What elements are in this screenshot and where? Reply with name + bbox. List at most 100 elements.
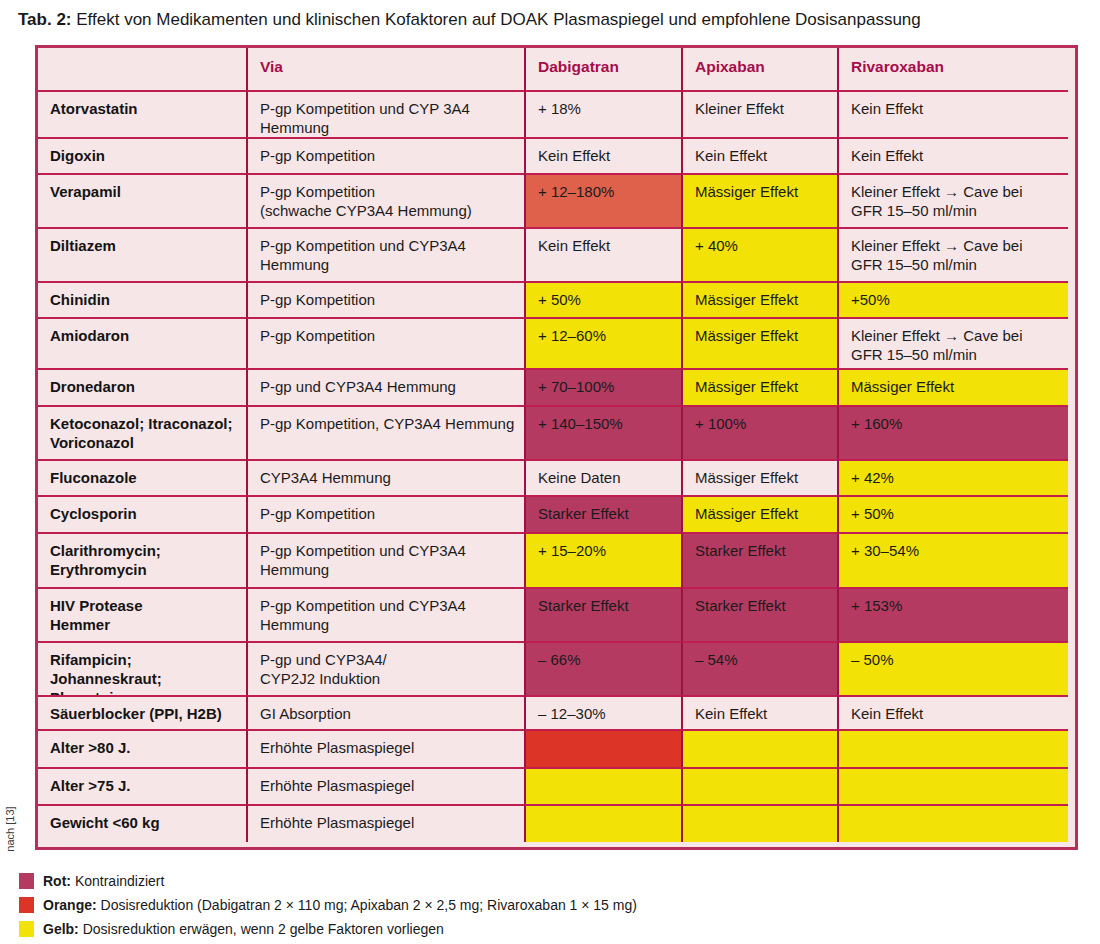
via-cell: P-gp Kompetition und CYP3A4 Hemmung xyxy=(246,227,524,281)
via-cell: P-gp Kompetition und CYP3A4 Hemmung xyxy=(246,587,524,641)
dabigatran-cell: + 50% xyxy=(524,281,681,317)
apixaban-cell: Kein Effekt xyxy=(681,137,837,173)
dabigatran-cell xyxy=(524,767,681,804)
row-label: Clarithromycin; Erythromycin xyxy=(38,532,246,587)
row-label: Rifampicin; Johanneskraut; Phenytoin xyxy=(38,641,246,695)
apixaban-cell: Kleiner Effekt xyxy=(681,90,837,137)
dabigatran-cell: Kein Effekt xyxy=(524,137,681,173)
dabigatran-cell: Starker Effekt xyxy=(524,587,681,641)
apixaban-cell xyxy=(681,767,837,804)
rivaroxaban-cell: Kein Effekt xyxy=(837,137,1068,173)
via-cell: Erhöhte Plasmaspiegel xyxy=(246,767,524,804)
rivaroxaban-cell: Kleiner Effekt → Cave bei GFR 15–50 ml/m… xyxy=(837,317,1068,368)
rivaroxaban-cell: Mässiger Effekt xyxy=(837,368,1068,405)
via-cell: P-gp Kompetition xyxy=(246,281,524,317)
column-header-dabigatran: Dabigatran xyxy=(524,48,681,90)
gelb-swatch xyxy=(19,921,34,937)
via-cell: Erhöhte Plasmaspiegel xyxy=(246,729,524,767)
via-cell: Erhöhte Plasmaspiegel xyxy=(246,804,524,842)
row-label: Alter >80 J. xyxy=(38,729,246,767)
source-note: nach [13] xyxy=(4,784,18,874)
dabigatran-cell: Keine Daten xyxy=(524,459,681,495)
rivaroxaban-cell: + 160% xyxy=(837,405,1068,459)
legend-text: Orange: Dosisreduktion (Dabigatran 2 × 1… xyxy=(43,897,637,913)
orange-swatch xyxy=(19,897,34,913)
via-cell: P-gp Kompetition xyxy=(246,137,524,173)
rivaroxaban-cell: + 42% xyxy=(837,459,1068,495)
apixaban-cell: Mässiger Effekt xyxy=(681,317,837,368)
dabigatran-cell: + 15–20% xyxy=(524,532,681,587)
legend-text: Rot: Kontraindiziert xyxy=(43,873,164,889)
rivaroxaban-cell: Kein Effekt xyxy=(837,90,1068,137)
rivaroxaban-cell: + 153% xyxy=(837,587,1068,641)
column-header-empty xyxy=(38,48,246,90)
row-label: Diltiazem xyxy=(38,227,246,281)
row-label: Alter >75 J. xyxy=(38,767,246,804)
row-label: Amiodaron xyxy=(38,317,246,368)
row-label: Cyclosporin xyxy=(38,495,246,532)
apixaban-cell: + 100% xyxy=(681,405,837,459)
caption-number: Tab. 2: xyxy=(18,10,72,29)
row-label: Säuerblocker (PPI, H2B) xyxy=(38,695,246,729)
rivaroxaban-cell xyxy=(837,804,1068,842)
via-cell: P-gp Kompetition xyxy=(246,495,524,532)
row-label: HIV Protease Hemmer xyxy=(38,587,246,641)
dabigatran-cell: – 66% xyxy=(524,641,681,695)
rivaroxaban-cell xyxy=(837,767,1068,804)
doak-table: ViaDabigatranApixabanRivaroxabanAtorvast… xyxy=(38,48,1068,842)
legend-item-gelb: Gelb: Dosisreduktion erwägen, wenn 2 gel… xyxy=(19,917,637,941)
apixaban-cell: Mässiger Effekt xyxy=(681,173,837,227)
row-label: Chinidin xyxy=(38,281,246,317)
row-label: Fluconazole xyxy=(38,459,246,495)
via-cell: P-gp und CYP3A4/ CYP2J2 Induktion xyxy=(246,641,524,695)
via-cell: P-gp Kompetition und CYP 3A4 Hemmung xyxy=(246,90,524,137)
apixaban-cell: Starker Effekt xyxy=(681,532,837,587)
dabigatran-cell: + 70–100% xyxy=(524,368,681,405)
legend-item-orange: Orange: Dosisreduktion (Dabigatran 2 × 1… xyxy=(19,893,637,917)
row-label: Dronedaron xyxy=(38,368,246,405)
rivaroxaban-cell: – 50% xyxy=(837,641,1068,695)
rivaroxaban-cell: Kleiner Effekt → Cave bei GFR 15–50 ml/m… xyxy=(837,227,1068,281)
rivaroxaban-cell: + 50% xyxy=(837,495,1068,532)
via-cell: P-gp Kompetition, CYP3A4 Hemmung xyxy=(246,405,524,459)
apixaban-cell: Mässiger Effekt xyxy=(681,495,837,532)
apixaban-cell: Mässiger Effekt xyxy=(681,281,837,317)
apixaban-cell xyxy=(681,804,837,842)
apixaban-cell: + 40% xyxy=(681,227,837,281)
rivaroxaban-cell: Kein Effekt xyxy=(837,695,1068,729)
dabigatran-cell: Kein Effekt xyxy=(524,227,681,281)
caption-text: Effekt von Medikamenten und klinischen K… xyxy=(72,10,921,29)
rivaroxaban-cell: + 30–54% xyxy=(837,532,1068,587)
doak-table-frame: ViaDabigatranApixabanRivaroxabanAtorvast… xyxy=(35,45,1078,850)
apixaban-cell: – 54% xyxy=(681,641,837,695)
dabigatran-cell xyxy=(524,804,681,842)
dabigatran-cell: + 18% xyxy=(524,90,681,137)
via-cell: P-gp Kompetition (schwache CYP3A4 Hemmun… xyxy=(246,173,524,227)
column-header-rivaroxaban: Rivaroxaban xyxy=(837,48,1068,90)
rot-swatch xyxy=(19,873,34,889)
via-cell: P-gp Kompetition und CYP3A4 Hemmung xyxy=(246,532,524,587)
legend-text: Gelb: Dosisreduktion erwägen, wenn 2 gel… xyxy=(43,921,444,937)
rivaroxaban-cell: +50% xyxy=(837,281,1068,317)
dabigatran-cell: – 12–30% xyxy=(524,695,681,729)
apixaban-cell: Starker Effekt xyxy=(681,587,837,641)
row-label: Ketoconazol; Itraconazol; Voriconazol xyxy=(38,405,246,459)
apixaban-cell xyxy=(681,729,837,767)
via-cell: P-gp Kompetition xyxy=(246,317,524,368)
table-caption: Tab. 2: Effekt von Medikamenten und klin… xyxy=(18,10,1082,30)
apixaban-cell: Kein Effekt xyxy=(681,695,837,729)
dabigatran-cell: + 140–150% xyxy=(524,405,681,459)
row-label: Verapamil xyxy=(38,173,246,227)
dabigatran-cell xyxy=(524,729,681,767)
row-label: Atorvastatin xyxy=(38,90,246,137)
apixaban-cell: Mässiger Effekt xyxy=(681,368,837,405)
rivaroxaban-cell xyxy=(837,729,1068,767)
via-cell: GI Absorption xyxy=(246,695,524,729)
legend-item-rot: Rot: Kontraindiziert xyxy=(19,869,637,893)
page: Tab. 2: Effekt von Medikamenten und klin… xyxy=(0,0,1100,944)
column-header-via: Via xyxy=(246,48,524,90)
via-cell: CYP3A4 Hemmung xyxy=(246,459,524,495)
row-label: Gewicht <60 kg xyxy=(38,804,246,842)
apixaban-cell: Mässiger Effekt xyxy=(681,459,837,495)
dabigatran-cell: Starker Effekt xyxy=(524,495,681,532)
